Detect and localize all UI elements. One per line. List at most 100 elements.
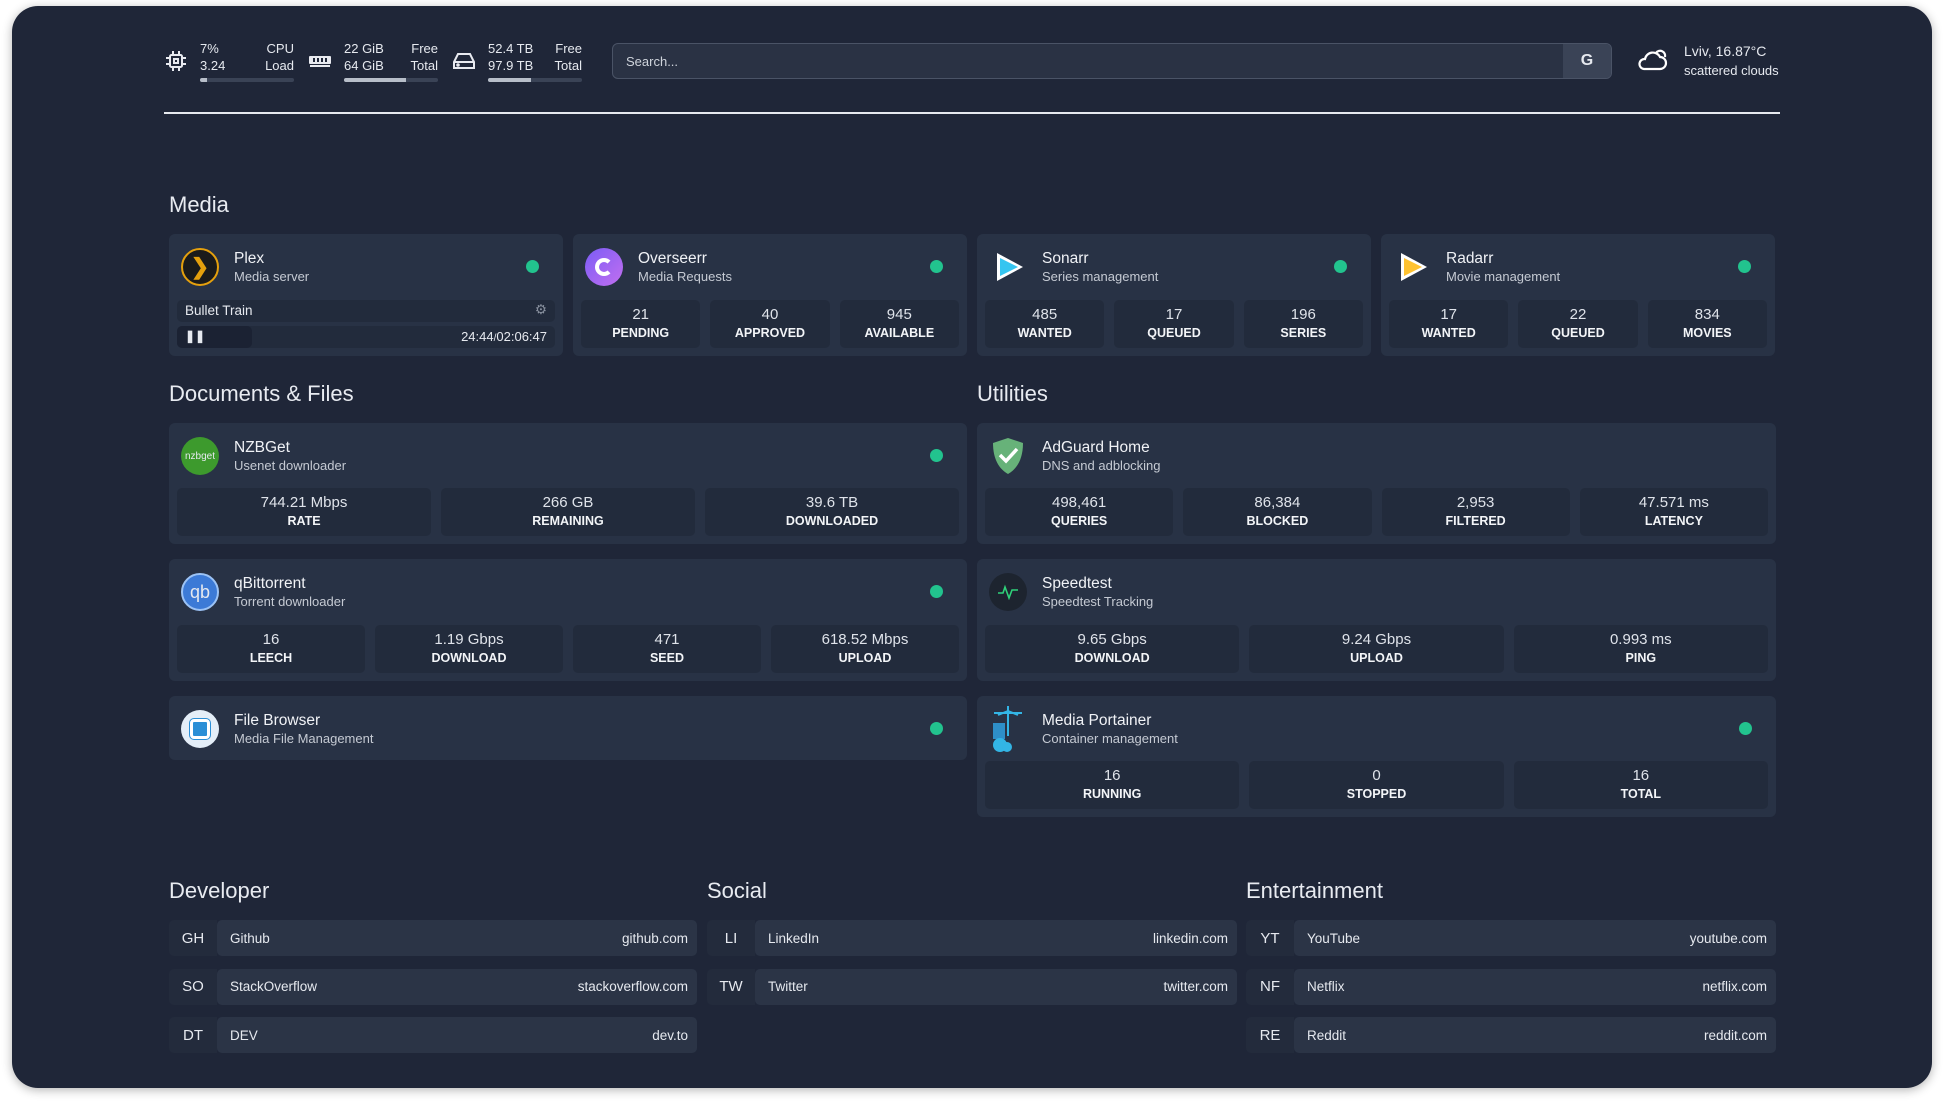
stat-value: 744.21 Mbps <box>260 494 348 511</box>
bookmark-linkedin[interactable]: LI LinkedIn linkedin.com <box>707 920 1237 956</box>
stat-block: 485 WANTED <box>985 300 1105 348</box>
filebrowser-logo-icon <box>181 710 219 748</box>
stat-label: DOWNLOADED <box>785 514 879 528</box>
stat-label: AVAILABLE <box>864 326 935 340</box>
memory-total: 64 GiB <box>344 58 384 73</box>
stat-label: PING <box>1625 651 1657 665</box>
stat-value: 40 <box>761 306 779 323</box>
service-title: Overseerr <box>638 249 707 267</box>
service-card-qbittorrent[interactable]: qb qBittorrent Torrent downloader 16 LEECH 1.… <box>169 559 967 681</box>
stat-value: 0.993 ms <box>1609 631 1672 648</box>
bookmark-github[interactable]: GH Github github.com <box>169 920 697 956</box>
free-label: Free <box>555 41 582 56</box>
disk-total: 97.9 TB <box>488 58 534 73</box>
bookmark-name[interactable]: StackOverflow <box>230 979 318 994</box>
service-title: AdGuard Home <box>1042 438 1150 456</box>
stat-label: DOWNLOAD <box>431 651 507 665</box>
section-entertainment: Entertainment <box>1246 878 1383 903</box>
service-subtitle: Media Requests <box>638 268 732 284</box>
bookmark-name[interactable]: Reddit <box>1307 1027 1347 1043</box>
service-subtitle: Series management <box>1042 268 1159 284</box>
service-title: Plex <box>234 249 265 267</box>
stat-value: 1.19 Gbps <box>434 631 504 648</box>
bookmark-dev[interactable]: DT DEV dev.to <box>169 1017 697 1053</box>
bookmark-stackoverflow[interactable]: SO StackOverflow stackoverflow.com <box>169 968 697 1005</box>
stat-block: 471 SEED <box>573 625 761 673</box>
stat-value: 17 <box>1440 306 1457 323</box>
service-stats: 744.21 Mbps RATE 266 GB REMAINING 39.6 TB DOW… <box>177 488 959 536</box>
bookmark-url: netflix.com <box>1702 979 1767 994</box>
service-card-plex[interactable]: ❯ Plex Media server Bullet Train ⚙ ❚❚ 24:… <box>169 234 563 356</box>
bookmark-abbr: RE <box>1246 1017 1294 1053</box>
service-card-adguard[interactable]: AdGuard Home DNS and adblocking 498,461 QUE… <box>977 423 1776 544</box>
stat-label: PENDING <box>612 326 670 340</box>
service-subtitle: Media File Management <box>234 730 374 746</box>
bookmark-reddit[interactable]: RE Reddit reddit.com <box>1246 1017 1776 1053</box>
service-card-filebrowser[interactable]: File Browser Media File Management <box>169 696 967 760</box>
section-media: Media <box>169 192 229 217</box>
bookmark-url: dev.to <box>652 1027 688 1043</box>
stat-block: 16 RUNNING <box>985 761 1240 809</box>
bookmark-url: reddit.com <box>1703 1027 1767 1043</box>
bookmark-abbr: YT <box>1246 920 1294 956</box>
stat-label: SERIES <box>1280 326 1327 340</box>
stat-block: 16 TOTAL <box>1513 761 1768 809</box>
bookmark-abbr: SO <box>169 968 217 1005</box>
stat-value: 196 <box>1290 306 1316 323</box>
bookmark-abbr: LI <box>707 920 755 956</box>
service-card-radarr[interactable]: Radarr Movie management 17 WANTED 22 QUEUED 83… <box>1381 234 1775 356</box>
bookmark-abbr: DT <box>169 1017 217 1053</box>
service-card-nzbget[interactable]: nzbget NZBGet Usenet downloader 744.21 Mbps… <box>169 423 967 544</box>
stat-value: 618.52 Mbps <box>821 631 909 648</box>
bookmark-name[interactable]: DEV <box>230 1027 258 1043</box>
now-playing: Bullet Train ⚙ <box>177 300 555 322</box>
bookmark-name[interactable]: Twitter <box>768 979 808 994</box>
bookmark-youtube[interactable]: YT YouTube youtube.com <box>1246 920 1776 956</box>
search-input[interactable] <box>613 44 1563 78</box>
stat-block: 9.65 Gbps DOWNLOAD <box>985 625 1240 673</box>
speedtest-pulse-icon <box>989 573 1027 611</box>
stat-value: 86,384 <box>1254 494 1301 511</box>
service-stats: 9.65 Gbps DOWNLOAD 9.24 Gbps UPLOAD 0.993 ms… <box>985 625 1768 673</box>
stat-block: 16 LEECH <box>177 625 365 673</box>
stat-value: 17 <box>1165 306 1183 323</box>
stat-label: WANTED <box>1017 326 1072 340</box>
stat-value: 2,953 <box>1456 494 1495 511</box>
service-stats: 498,461 QUERIES 86,384 BLOCKED 2,953 FILTERED… <box>985 488 1768 536</box>
divider <box>164 112 1780 114</box>
service-title: File Browser <box>234 711 321 729</box>
cloud-icon <box>1636 46 1670 77</box>
bookmark-twitter[interactable]: TW Twitter twitter.com <box>707 968 1237 1005</box>
stat-label: LATENCY <box>1644 514 1703 528</box>
cpu-widget: 7% CPU 3.24 Load <box>164 40 294 82</box>
now-playing-title: Bullet Train <box>185 303 253 318</box>
stat-block: 196 SERIES <box>1243 300 1363 348</box>
status-indicator <box>526 260 539 273</box>
status-indicator <box>930 449 943 462</box>
search-box: G <box>612 43 1612 79</box>
stat-value: 39.6 TB <box>805 494 859 511</box>
service-title: NZBGet <box>234 438 290 456</box>
service-card-portainer[interactable]: Media Portainer Container management 16 RUN… <box>977 696 1776 817</box>
service-subtitle: Usenet downloader <box>234 457 347 473</box>
disk-bar <box>488 78 582 82</box>
settings-icon[interactable]: ⚙ <box>534 302 547 317</box>
stat-block: 17 QUEUED <box>1114 300 1234 348</box>
service-card-sonarr[interactable]: Sonarr Series management 485 WANTED 17 QUEUED… <box>977 234 1371 356</box>
pause-icon[interactable]: ❚❚ <box>177 326 252 348</box>
weather-location: Lviv, 16.87°C <box>1684 43 1767 59</box>
bookmark-name[interactable]: Netflix <box>1307 979 1345 994</box>
stat-label: WANTED <box>1421 326 1476 340</box>
service-title: Sonarr <box>1042 249 1089 267</box>
cpu-label: CPU <box>266 41 294 56</box>
status-indicator <box>1739 722 1752 735</box>
service-stats: 17 WANTED 22 QUEUED 834 MOVIES <box>1389 300 1767 348</box>
bookmark-name[interactable]: Github <box>230 930 270 946</box>
search-provider-button[interactable]: G <box>1563 44 1611 78</box>
service-card-overseerr[interactable]: Overseerr Media Requests 21 PENDING 40 APPROV… <box>573 234 967 356</box>
bookmark-netflix[interactable]: NF Netflix netflix.com <box>1246 968 1776 1005</box>
bookmark-name[interactable]: LinkedIn <box>768 930 820 946</box>
bookmark-name[interactable]: YouTube <box>1307 930 1361 946</box>
stat-label: BLOCKED <box>1246 514 1309 528</box>
service-card-speedtest[interactable]: Speedtest Speedtest Tracking 9.65 Gbps DOWN… <box>977 559 1776 681</box>
